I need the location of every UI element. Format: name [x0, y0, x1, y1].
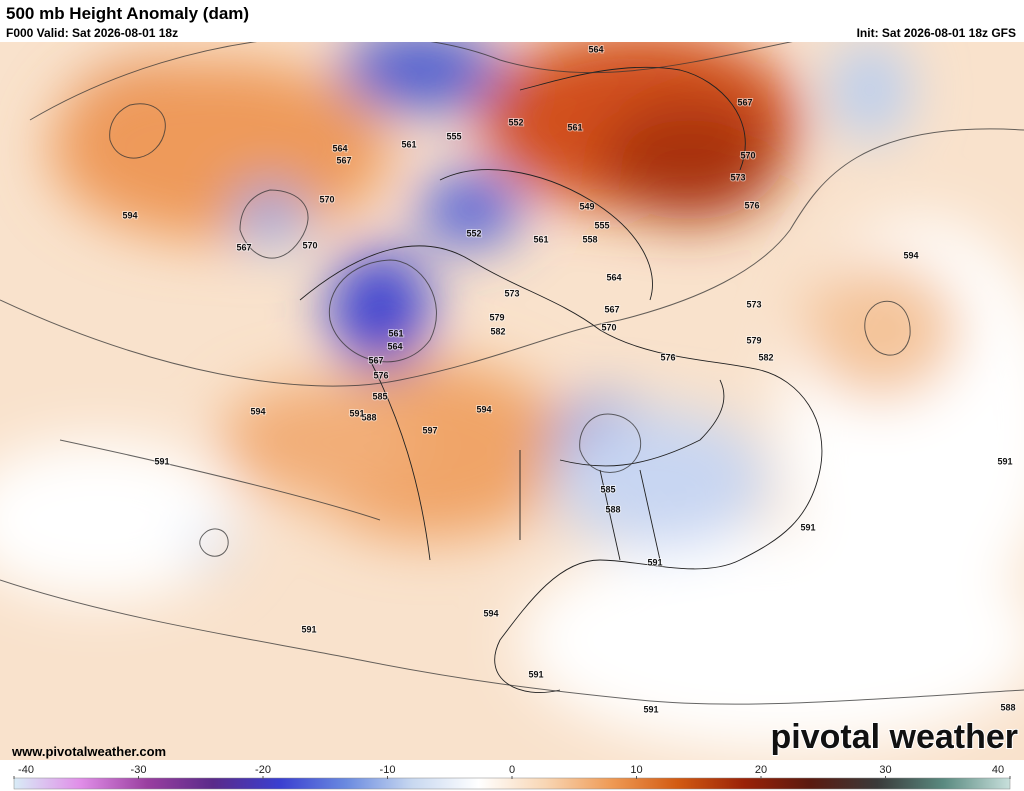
colorbar-tick-label: -20: [255, 764, 271, 776]
contour-label: 570: [601, 322, 616, 332]
colorbar-tick-label: -30: [131, 764, 147, 776]
contour-label: 588: [361, 412, 376, 422]
contour-label: 573: [746, 299, 761, 309]
contour-label: 585: [600, 484, 615, 494]
colorbar-ticks: -40 -30 -20 -10 0 10 20 30 40: [13, 764, 1011, 779]
contour-label: 594: [903, 250, 918, 260]
contour-label: 561: [567, 122, 582, 132]
contour-labels: 594 564 567 555 552 561 561 564 567 570 573 576 570 5…: [121, 43, 1016, 715]
contour-label: 576: [373, 370, 388, 380]
contour-label: 570: [302, 240, 317, 250]
contour-label: 582: [490, 326, 505, 336]
contour-label: 567: [368, 355, 383, 365]
contour-label: 561: [533, 234, 548, 244]
contour-label: 567: [236, 242, 251, 252]
contour-label: 564: [332, 143, 347, 153]
contour-label: 552: [508, 117, 523, 127]
colorbar-tick-label: 30: [879, 764, 891, 776]
contour-label: 591: [349, 408, 364, 418]
contour-label: 579: [489, 312, 504, 322]
contour-label: 588: [605, 504, 620, 514]
colorbar-tick-label: -10: [380, 764, 396, 776]
contour-label: 552: [466, 228, 481, 238]
title: 500 mb Height Anomaly (dam): [6, 4, 249, 23]
contour-label: 591: [528, 669, 543, 679]
contour-label: 591: [154, 456, 169, 466]
contour-label: 588: [1000, 702, 1015, 712]
colorbar-tick-label: 10: [630, 764, 642, 776]
contour-label: 579: [746, 335, 761, 345]
contour-label: 591: [301, 624, 316, 634]
colorbar-tick-label: 40: [992, 764, 1004, 776]
contour-label: 549: [579, 201, 594, 211]
contour-label: 570: [319, 194, 334, 204]
colorbar-tick-label: 0: [509, 764, 515, 776]
contour-label: 555: [594, 220, 609, 230]
contour-label: 567: [604, 304, 619, 314]
contour-label: 576: [744, 200, 759, 210]
contour-label: 591: [647, 557, 662, 567]
contour-label: 582: [758, 352, 773, 362]
contour-label: 555: [446, 131, 461, 141]
contour-label: 591: [800, 522, 815, 532]
contour-label: 564: [588, 44, 603, 54]
valid-time: F000 Valid: Sat 2026-08-01 18z: [6, 26, 178, 40]
contour-label: 576: [660, 352, 675, 362]
contour-label: 594: [250, 406, 265, 416]
contour-label: 564: [387, 341, 402, 351]
contour-label: 567: [737, 97, 752, 107]
contour-label: 561: [401, 139, 416, 149]
site-url: www.pivotalweather.com: [11, 744, 166, 759]
init-time: Init: Sat 2026-08-01 18z GFS: [857, 26, 1016, 40]
map: [0, 42, 1024, 760]
colorbar: [13, 777, 1011, 790]
contour-label: 570: [740, 150, 755, 160]
contour-label: 594: [476, 404, 491, 414]
contour-label: 591: [643, 704, 658, 714]
contour-label: 561: [388, 328, 403, 338]
colorbar-tick-label: 20: [755, 764, 767, 776]
contour-label: 558: [582, 234, 597, 244]
contour-label: 594: [122, 210, 137, 220]
contour-label: 573: [504, 288, 519, 298]
contour-label: 591: [997, 456, 1012, 466]
contour-label: 594: [483, 608, 498, 618]
contour-label: 567: [336, 155, 351, 165]
contour-label: 597: [422, 425, 437, 435]
contour-label: 564: [606, 272, 621, 282]
colorbar-tick-label: -40: [18, 764, 34, 776]
contour-label: 585: [372, 391, 387, 401]
logo: pivotal weather: [770, 718, 1018, 756]
contour-label: 573: [730, 172, 745, 182]
